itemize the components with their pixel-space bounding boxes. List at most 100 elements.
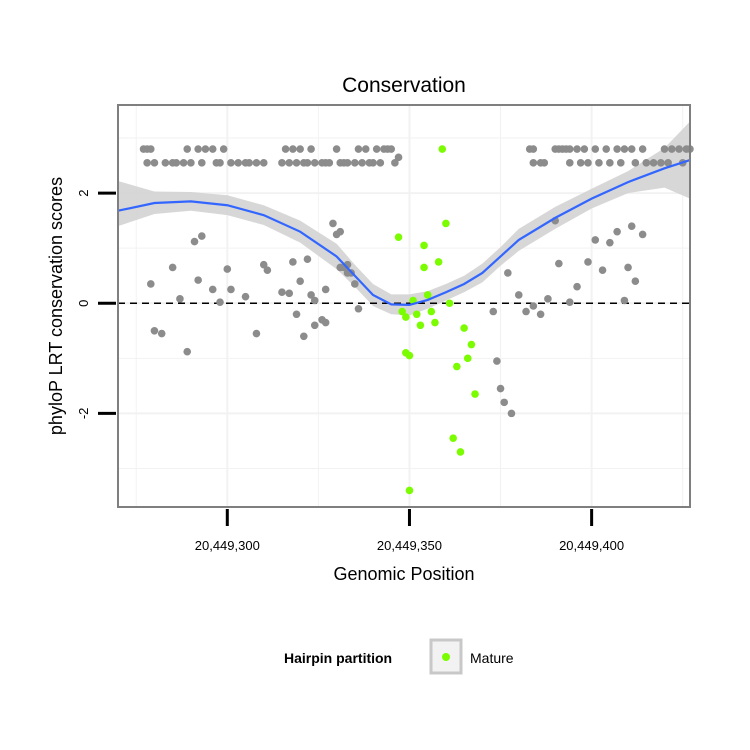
point-other bbox=[296, 277, 304, 286]
point-other bbox=[606, 159, 614, 167]
point-other bbox=[278, 288, 286, 297]
point-other bbox=[183, 347, 192, 356]
point-other bbox=[358, 159, 366, 167]
point-other bbox=[664, 159, 672, 167]
point-other bbox=[624, 263, 632, 272]
y-tick-label: -2 bbox=[76, 408, 91, 420]
point-other bbox=[216, 298, 224, 306]
point-other bbox=[514, 291, 523, 299]
point-other bbox=[675, 145, 683, 153]
point-other bbox=[555, 259, 563, 268]
point-other bbox=[591, 236, 600, 244]
point-other bbox=[179, 159, 188, 167]
point-other bbox=[544, 295, 552, 303]
point-other bbox=[146, 280, 155, 288]
point-other bbox=[201, 145, 210, 153]
point-other bbox=[598, 266, 607, 275]
point-other bbox=[620, 145, 629, 153]
point-other bbox=[493, 357, 501, 365]
point-other bbox=[285, 289, 294, 298]
point-other bbox=[329, 219, 337, 228]
point-other bbox=[565, 145, 574, 153]
point-other bbox=[504, 269, 512, 277]
chart-title: Conservation bbox=[342, 74, 466, 97]
point-other bbox=[649, 159, 658, 167]
point-other bbox=[245, 159, 253, 167]
point-mature bbox=[423, 291, 432, 299]
point-other bbox=[573, 282, 581, 291]
point-other bbox=[281, 145, 290, 153]
point-other bbox=[507, 409, 516, 418]
point-other bbox=[303, 159, 312, 167]
point-other bbox=[573, 145, 581, 153]
point-other bbox=[292, 159, 301, 167]
point-other bbox=[176, 295, 184, 303]
point-other bbox=[667, 145, 676, 153]
point-other bbox=[332, 145, 341, 153]
point-mature bbox=[467, 340, 476, 349]
point-mature bbox=[449, 434, 457, 442]
point-other bbox=[638, 230, 647, 239]
point-other bbox=[565, 159, 574, 167]
point-other bbox=[584, 159, 592, 167]
plot-border bbox=[117, 104, 691, 508]
point-other bbox=[591, 145, 600, 153]
point-other bbox=[139, 145, 148, 153]
point-other bbox=[325, 159, 334, 167]
point-other bbox=[631, 159, 640, 167]
point-other bbox=[168, 263, 177, 272]
point-other bbox=[613, 227, 621, 236]
point-other bbox=[194, 145, 202, 153]
point-other bbox=[285, 159, 294, 167]
point-other bbox=[529, 302, 538, 310]
point-other bbox=[190, 237, 199, 246]
point-other bbox=[197, 232, 206, 240]
point-mature bbox=[460, 324, 468, 332]
point-other bbox=[522, 307, 530, 316]
point-other bbox=[496, 384, 505, 393]
point-other bbox=[489, 307, 498, 316]
point-mature bbox=[420, 241, 428, 250]
point-other bbox=[307, 145, 315, 153]
point-mature bbox=[405, 351, 414, 360]
x-tick-label: 20,449,350 bbox=[377, 538, 442, 553]
point-other bbox=[227, 285, 235, 294]
point-other bbox=[369, 159, 377, 167]
point-other bbox=[536, 310, 545, 319]
point-other bbox=[289, 145, 297, 153]
point-mature bbox=[402, 313, 410, 321]
point-other bbox=[252, 159, 261, 167]
point-other bbox=[565, 298, 574, 306]
legend-label-mature: Mature bbox=[470, 650, 514, 666]
point-other bbox=[354, 145, 363, 153]
point-other bbox=[657, 159, 665, 167]
point-other bbox=[660, 145, 669, 153]
point-other bbox=[310, 159, 319, 167]
point-other bbox=[376, 159, 385, 167]
y-tick-label: 2 bbox=[76, 189, 91, 196]
point-mature bbox=[445, 299, 454, 308]
point-other bbox=[336, 227, 345, 236]
point-other bbox=[540, 159, 549, 167]
point-other bbox=[263, 266, 272, 275]
point-mature bbox=[438, 145, 447, 153]
point-other bbox=[150, 159, 159, 167]
point-mature bbox=[427, 307, 436, 316]
point-other bbox=[197, 159, 206, 167]
point-other bbox=[296, 145, 304, 153]
point-other bbox=[307, 291, 315, 299]
point-other bbox=[278, 159, 286, 167]
point-other bbox=[606, 238, 614, 247]
point-other bbox=[627, 145, 636, 153]
point-other bbox=[289, 258, 297, 266]
legend-title: Hairpin partition bbox=[284, 650, 392, 666]
point-mature bbox=[463, 354, 472, 363]
point-other bbox=[372, 145, 381, 153]
point-other bbox=[576, 159, 585, 167]
point-mature bbox=[456, 448, 465, 456]
x-axis-title: Genomic Position bbox=[333, 564, 474, 584]
legend: Hairpin partition Mature bbox=[284, 638, 514, 675]
point-other bbox=[580, 145, 589, 153]
point-other bbox=[500, 398, 508, 407]
